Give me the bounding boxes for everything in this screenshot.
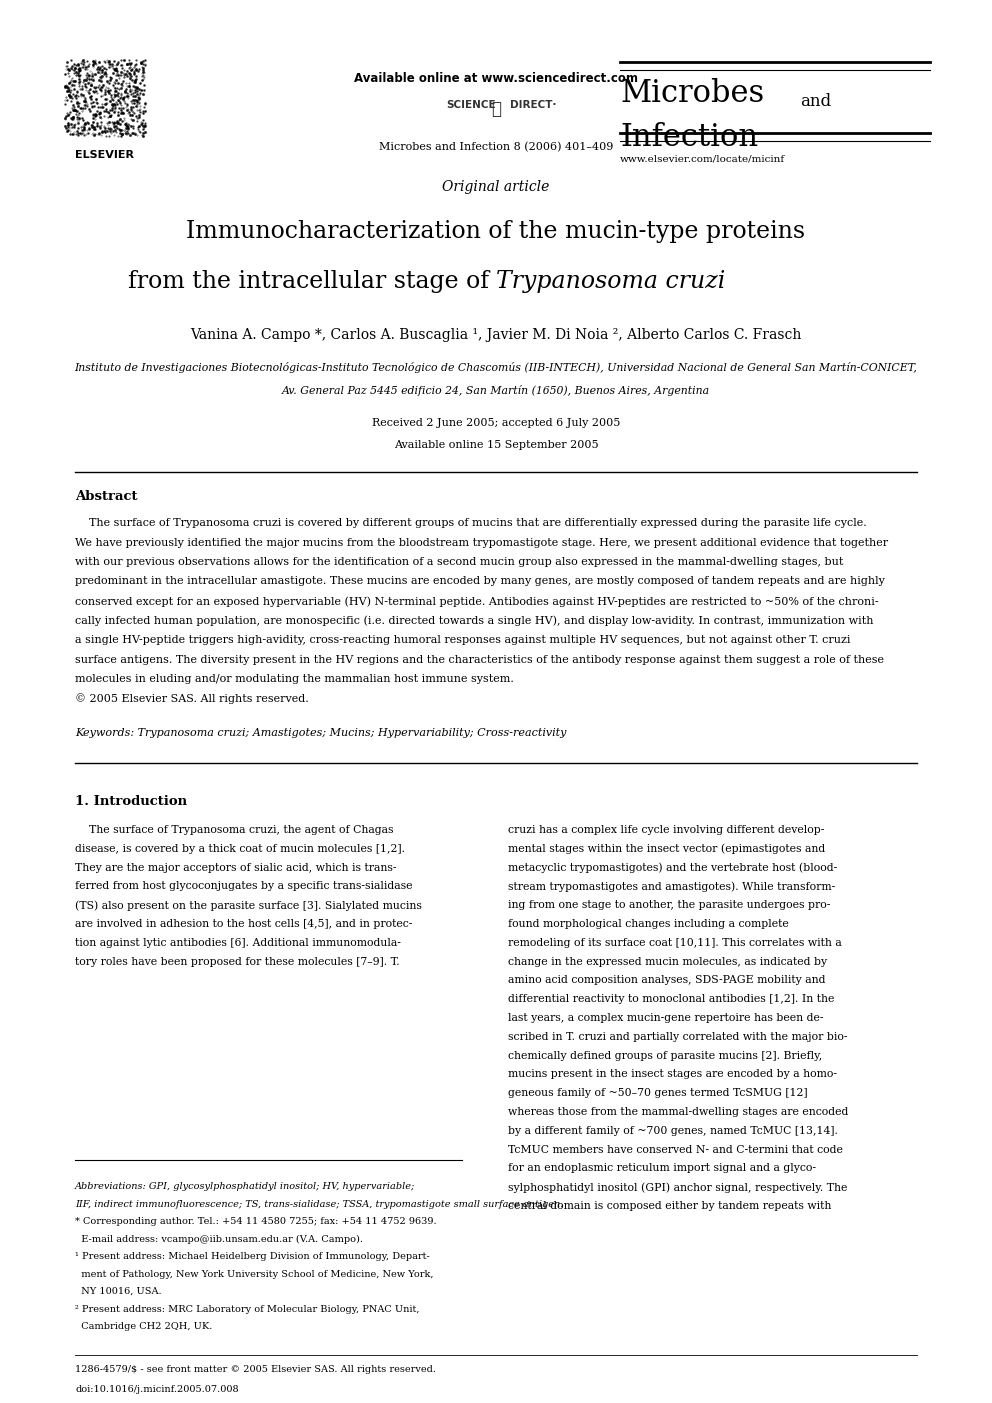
Text: tion against lytic antibodies [6]. Additional immunomodula-: tion against lytic antibodies [6]. Addit…	[75, 937, 401, 948]
Text: amino acid composition analyses, SDS-PAGE mobility and: amino acid composition analyses, SDS-PAG…	[508, 975, 825, 985]
Text: remodeling of its surface coat [10,11]. This correlates with a: remodeling of its surface coat [10,11]. …	[508, 937, 842, 948]
Text: and: and	[800, 93, 831, 109]
Text: found morphological changes including a complete: found morphological changes including a …	[508, 919, 789, 929]
Text: Abbreviations: GPI, glycosylphosphatidyl inositol; HV, hypervariable;: Abbreviations: GPI, glycosylphosphatidyl…	[75, 1181, 416, 1191]
Text: Immunocharacterization of the mucin-type proteins: Immunocharacterization of the mucin-type…	[186, 220, 806, 243]
Text: Received 2 June 2005; accepted 6 July 2005: Received 2 June 2005; accepted 6 July 20…	[372, 418, 620, 428]
Text: * Corresponding author. Tel.: +54 11 4580 7255; fax: +54 11 4752 9639.: * Corresponding author. Tel.: +54 11 458…	[75, 1216, 436, 1226]
Text: Infection: Infection	[620, 122, 758, 153]
Text: differential reactivity to monoclonal antibodies [1,2]. In the: differential reactivity to monoclonal an…	[508, 995, 834, 1005]
Text: ing from one stage to another, the parasite undergoes pro-: ing from one stage to another, the paras…	[508, 901, 830, 911]
Text: Original article: Original article	[442, 180, 550, 194]
Text: Trypanosoma cruzi: Trypanosoma cruzi	[496, 269, 725, 293]
Text: 1286-4579/$ - see front matter © 2005 Elsevier SAS. All rights reserved.: 1286-4579/$ - see front matter © 2005 El…	[75, 1365, 436, 1374]
Text: SCIENCE: SCIENCE	[446, 100, 496, 109]
Text: disease, is covered by a thick coat of mucin molecules [1,2].: disease, is covered by a thick coat of m…	[75, 843, 405, 854]
Text: The surface of Trypanosoma cruzi, the agent of Chagas: The surface of Trypanosoma cruzi, the ag…	[75, 825, 394, 835]
Text: They are the major acceptors of sialic acid, which is trans-: They are the major acceptors of sialic a…	[75, 863, 397, 873]
Text: Cambridge CH2 2QH, UK.: Cambridge CH2 2QH, UK.	[75, 1322, 212, 1331]
Text: tory roles have been proposed for these molecules [7–9]. T.: tory roles have been proposed for these …	[75, 957, 400, 967]
Text: scribed in T. cruzi and partially correlated with the major bio-: scribed in T. cruzi and partially correl…	[508, 1031, 847, 1042]
Text: a single HV-peptide triggers high-avidity, cross-reacting humoral responses agai: a single HV-peptide triggers high-avidit…	[75, 636, 850, 645]
Text: The surface of Trypanosoma cruzi is covered by different groups of mucins that a: The surface of Trypanosoma cruzi is cove…	[75, 518, 867, 528]
Text: www.elsevier.com/locate/micinf: www.elsevier.com/locate/micinf	[620, 154, 785, 164]
Text: predominant in the intracellular amastigote. These mucins are encoded by many ge: predominant in the intracellular amastig…	[75, 577, 885, 586]
Text: are involved in adhesion to the host cells [4,5], and in protec-: are involved in adhesion to the host cel…	[75, 919, 413, 929]
Text: chemically defined groups of parasite mucins [2]. Briefly,: chemically defined groups of parasite mu…	[508, 1051, 822, 1061]
Text: Microbes: Microbes	[620, 79, 764, 109]
Text: Keywords: Trypanosoma cruzi; Amastigotes; Mucins; Hypervariability; Cross-reacti: Keywords: Trypanosoma cruzi; Amastigotes…	[75, 728, 566, 738]
Text: for an endoplasmic reticulum import signal and a glyco-: for an endoplasmic reticulum import sign…	[508, 1163, 816, 1173]
Text: ferred from host glycoconjugates by a specific trans-sialidase: ferred from host glycoconjugates by a sp…	[75, 881, 413, 891]
Text: sylphosphatidyl inositol (GPI) anchor signal, respectively. The: sylphosphatidyl inositol (GPI) anchor si…	[508, 1183, 847, 1193]
Text: from the intracellular stage of: from the intracellular stage of	[128, 269, 496, 293]
Text: 1. Introduction: 1. Introduction	[75, 796, 187, 808]
Text: cally infected human population, are monospecific (i.e. directed towards a singl: cally infected human population, are mon…	[75, 616, 874, 626]
Text: DIRECT·: DIRECT·	[510, 100, 557, 109]
Text: by a different family of ~700 genes, named TcMUC [13,14].: by a different family of ~700 genes, nam…	[508, 1125, 838, 1136]
Text: Av. General Paz 5445 edificio 24, San Martín (1650), Buenos Aires, Argentina: Av. General Paz 5445 edificio 24, San Ma…	[282, 384, 710, 396]
Text: TcMUC members have conserved N- and C-termini that code: TcMUC members have conserved N- and C-te…	[508, 1145, 843, 1155]
Text: ⓐ: ⓐ	[491, 100, 501, 118]
Text: Available online at www.sciencedirect.com: Available online at www.sciencedirect.co…	[354, 72, 638, 86]
Text: mental stages within the insect vector (epimastigotes and: mental stages within the insect vector (…	[508, 843, 825, 854]
Text: with our previous observations allows for the identification of a second mucin g: with our previous observations allows fo…	[75, 557, 843, 567]
Text: IIF, indirect immunofluorescence; TS, trans-sialidase; TSSA, trypomastigote smal: IIF, indirect immunofluorescence; TS, tr…	[75, 1200, 563, 1208]
Text: conserved except for an exposed hypervariable (HV) N-terminal peptide. Antibodie: conserved except for an exposed hypervar…	[75, 596, 879, 606]
Text: change in the expressed mucin molecules, as indicated by: change in the expressed mucin molecules,…	[508, 957, 827, 967]
Text: Available online 15 September 2005: Available online 15 September 2005	[394, 441, 598, 450]
Text: stream trypomastigotes and amastigotes). While transform-: stream trypomastigotes and amastigotes).…	[508, 881, 835, 892]
Text: (TS) also present on the parasite surface [3]. Sialylated mucins: (TS) also present on the parasite surfac…	[75, 901, 422, 911]
Text: metacyclic trypomastigotes) and the vertebrate host (blood-: metacyclic trypomastigotes) and the vert…	[508, 863, 837, 873]
Text: We have previously identified the major mucins from the bloodstream trypomastigo: We have previously identified the major …	[75, 537, 888, 547]
Text: ¹ Present address: Michael Heidelberg Division of Immunology, Depart-: ¹ Present address: Michael Heidelberg Di…	[75, 1251, 430, 1261]
Text: Instituto de Investigaciones Biotecnológicas-Instituto Tecnológico de Chascomús : Instituto de Investigaciones Biotecnológ…	[74, 362, 918, 373]
Text: molecules in eluding and/or modulating the mammalian host immune system.: molecules in eluding and/or modulating t…	[75, 673, 514, 685]
Text: doi:10.1016/j.micinf.2005.07.008: doi:10.1016/j.micinf.2005.07.008	[75, 1385, 239, 1395]
Text: Microbes and Infection 8 (2006) 401–409: Microbes and Infection 8 (2006) 401–409	[379, 142, 613, 153]
Text: ELSEVIER: ELSEVIER	[75, 150, 135, 160]
Text: cruzi has a complex life cycle involving different develop-: cruzi has a complex life cycle involving…	[508, 825, 824, 835]
Text: © 2005 Elsevier SAS. All rights reserved.: © 2005 Elsevier SAS. All rights reserved…	[75, 693, 309, 704]
Text: E-mail address: vcampo@iib.unsam.edu.ar (V.A. Campo).: E-mail address: vcampo@iib.unsam.edu.ar …	[75, 1235, 363, 1243]
Text: surface antigens. The diversity present in the HV regions and the characteristic: surface antigens. The diversity present …	[75, 655, 884, 665]
Text: Vanina A. Campo *, Carlos A. Buscaglia ¹, Javier M. Di Noia ², Alberto Carlos C.: Vanina A. Campo *, Carlos A. Buscaglia ¹…	[190, 328, 802, 342]
Text: whereas those from the mammal-dwelling stages are encoded: whereas those from the mammal-dwelling s…	[508, 1107, 848, 1117]
Text: geneous family of ~50–70 genes termed TcSMUG [12]: geneous family of ~50–70 genes termed Tc…	[508, 1089, 807, 1099]
Text: NY 10016, USA.: NY 10016, USA.	[75, 1287, 162, 1296]
Text: last years, a complex mucin-gene repertoire has been de-: last years, a complex mucin-gene reperto…	[508, 1013, 823, 1023]
Text: ² Present address: MRC Laboratory of Molecular Biology, PNAC Unit,: ² Present address: MRC Laboratory of Mol…	[75, 1305, 420, 1313]
Text: central domain is composed either by tandem repeats with: central domain is composed either by tan…	[508, 1201, 831, 1211]
Text: ment of Pathology, New York University School of Medicine, New York,: ment of Pathology, New York University S…	[75, 1270, 434, 1278]
Text: mucins present in the insect stages are encoded by a homo-: mucins present in the insect stages are …	[508, 1069, 837, 1079]
Text: Abstract: Abstract	[75, 490, 138, 504]
